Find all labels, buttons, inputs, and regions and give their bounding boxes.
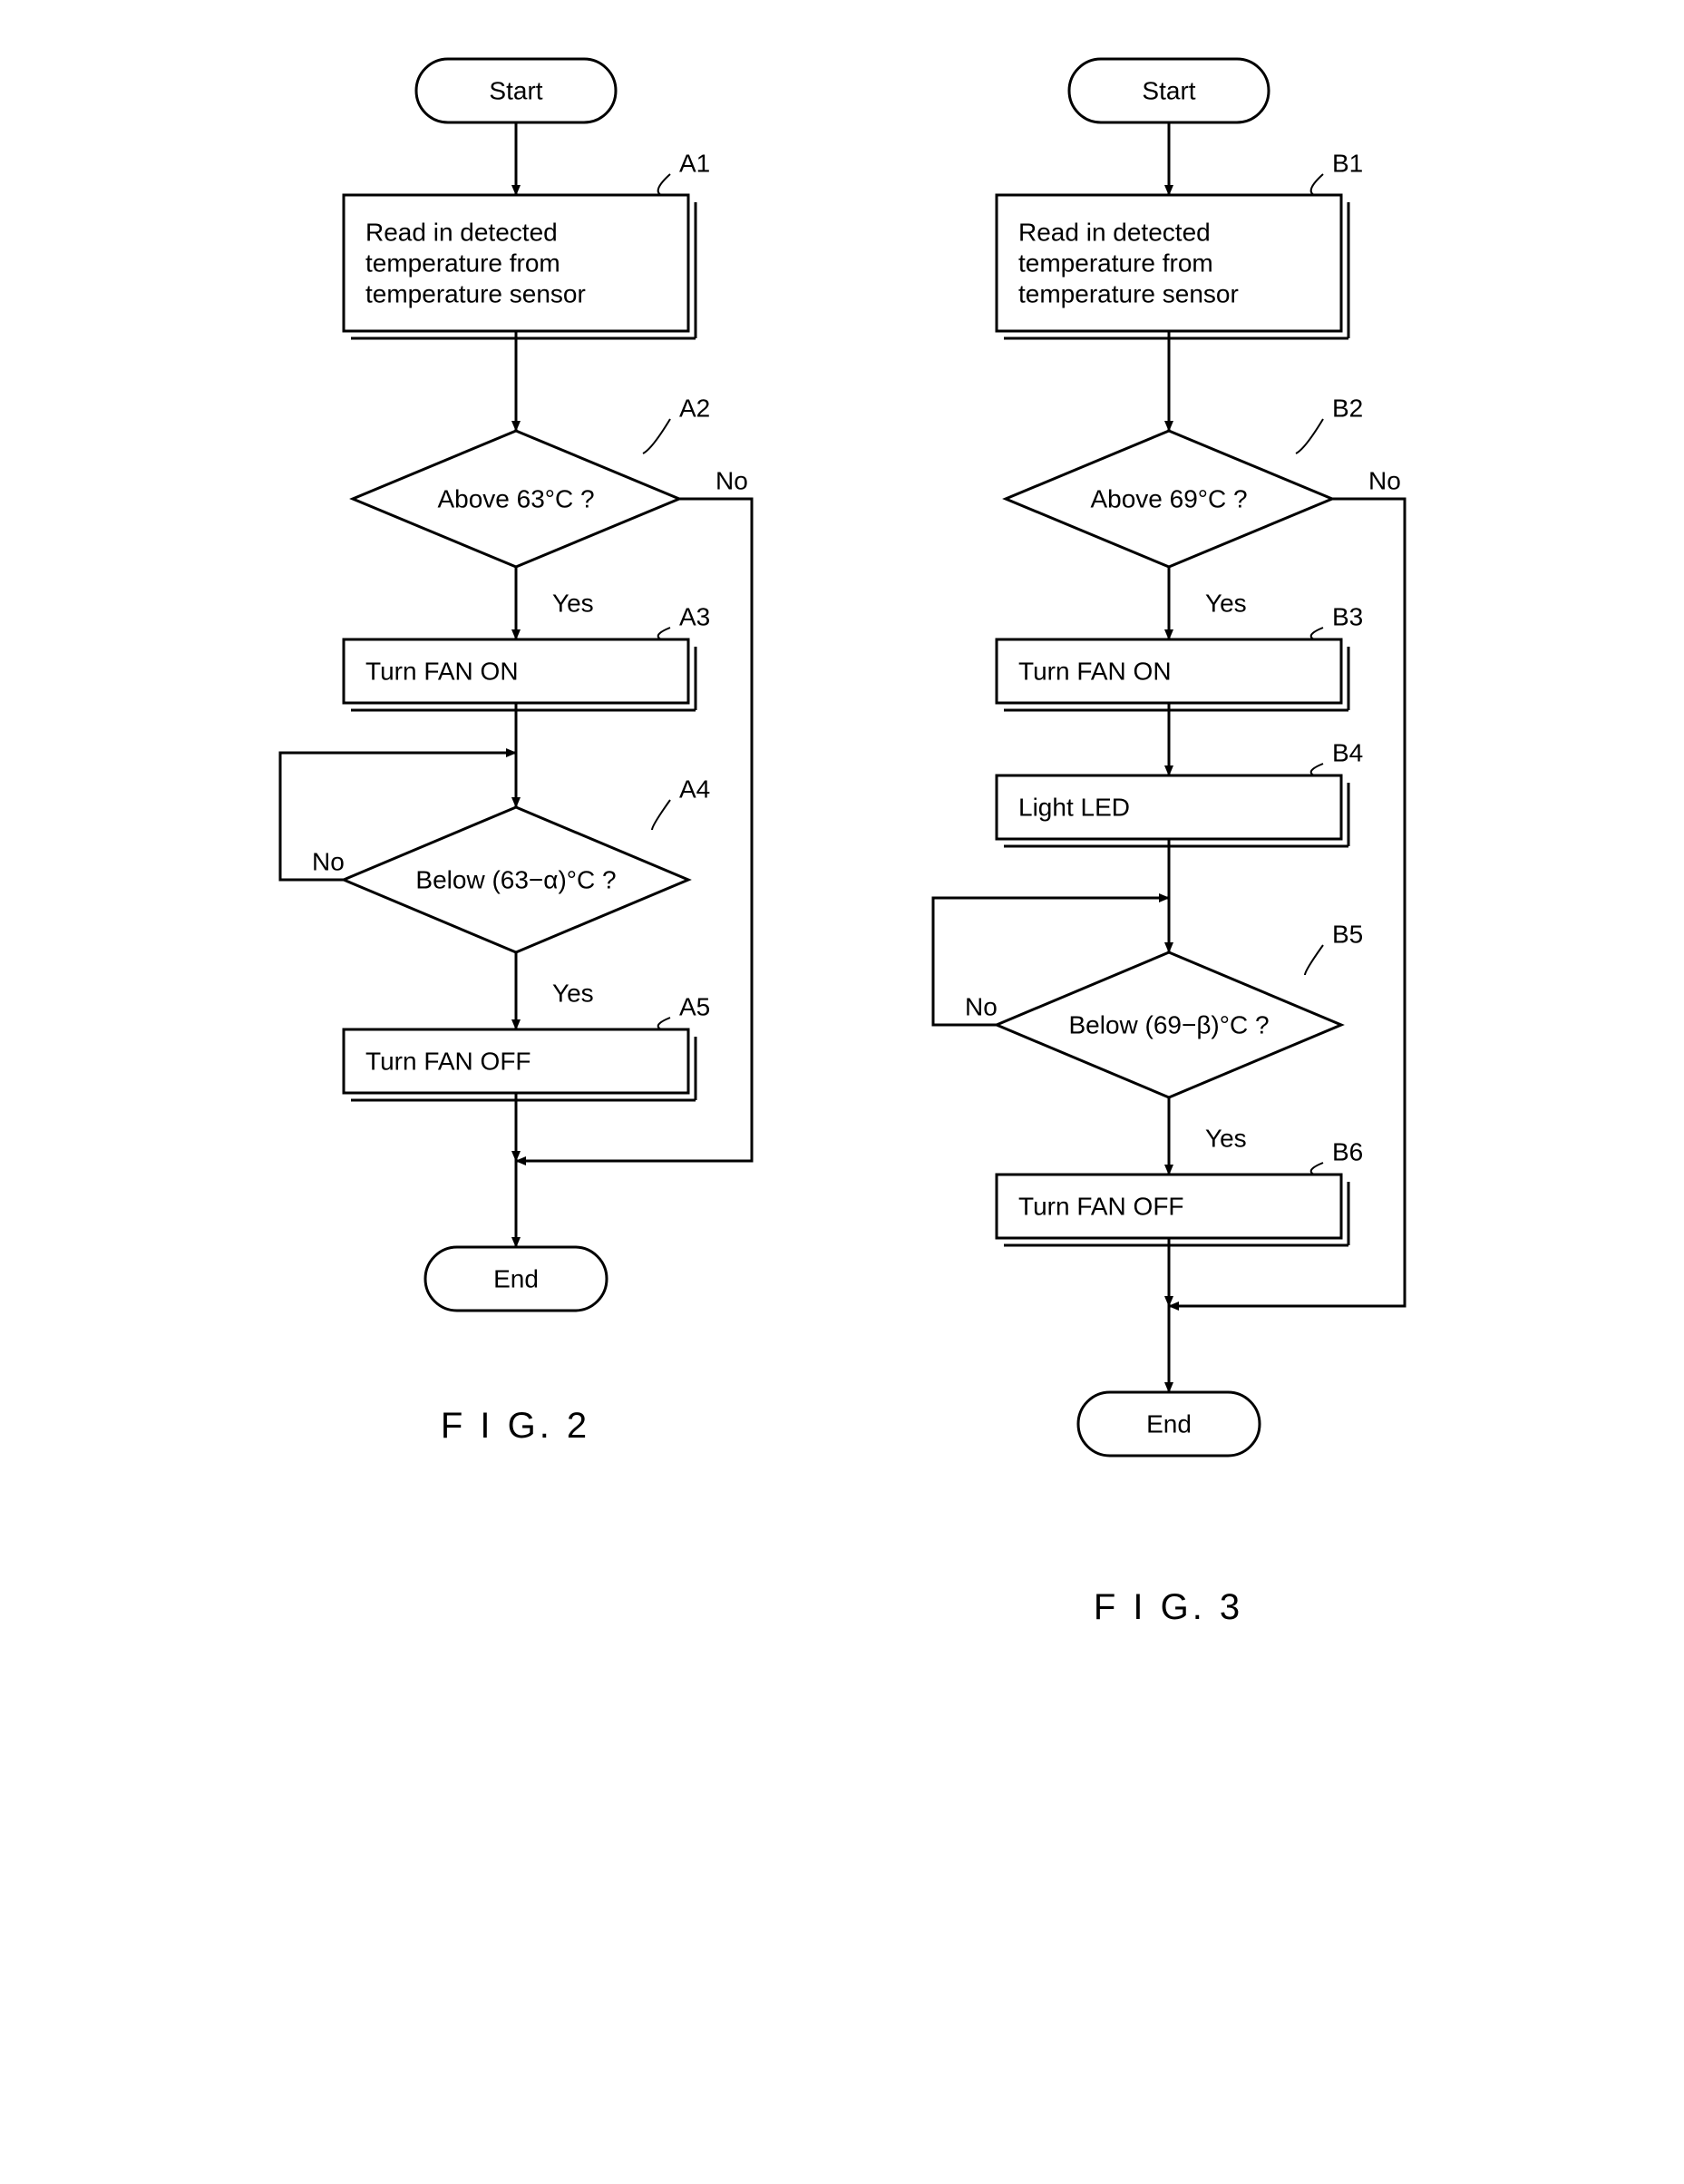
flowchart-fig3: YesYesNoNoStartRead in detectedtemperatu…	[888, 36, 1450, 1628]
svg-text:temperature sensor: temperature sensor	[365, 280, 586, 308]
caption-fig3: F I G. 3	[888, 1587, 1450, 1628]
svg-text:Above 69°C ?: Above 69°C ?	[1090, 485, 1247, 513]
svg-text:A2: A2	[679, 395, 710, 423]
svg-fig2: YesYesNoNoStartRead in detectedtemperatu…	[235, 36, 797, 1379]
svg-text:B1: B1	[1332, 150, 1363, 178]
svg-text:Read in detected: Read in detected	[1018, 219, 1211, 247]
svg-text:Yes: Yes	[552, 590, 594, 618]
svg-text:End: End	[1146, 1410, 1192, 1438]
svg-text:Below (63−α)°C ?: Below (63−α)°C ?	[415, 866, 616, 894]
svg-text:A1: A1	[679, 150, 710, 178]
svg-text:No: No	[965, 993, 998, 1021]
svg-text:B2: B2	[1332, 395, 1363, 423]
svg-text:B5: B5	[1332, 921, 1363, 949]
svg-text:B4: B4	[1332, 739, 1363, 767]
svg-text:Start: Start	[1142, 77, 1195, 105]
svg-text:Start: Start	[489, 77, 542, 105]
svg-text:Turn FAN OFF: Turn FAN OFF	[365, 1048, 531, 1076]
svg-text:Below (69−β)°C ?: Below (69−β)°C ?	[1068, 1011, 1269, 1039]
svg-text:A3: A3	[679, 603, 710, 631]
page-container: YesYesNoNoStartRead in detectedtemperatu…	[36, 36, 1648, 1628]
svg-text:Light LED: Light LED	[1018, 794, 1130, 822]
svg-fig3: YesYesNoNoStartRead in detectedtemperatu…	[888, 36, 1450, 1560]
svg-text:B3: B3	[1332, 603, 1363, 631]
svg-text:A5: A5	[679, 993, 710, 1021]
svg-text:B6: B6	[1332, 1138, 1363, 1166]
flowchart-fig2: YesYesNoNoStartRead in detectedtemperatu…	[235, 36, 797, 1447]
svg-text:A4: A4	[679, 775, 710, 804]
svg-text:Turn FAN ON: Turn FAN ON	[365, 658, 519, 686]
svg-text:No: No	[312, 848, 345, 876]
svg-text:temperature from: temperature from	[365, 249, 560, 278]
svg-text:Yes: Yes	[1205, 590, 1247, 618]
svg-text:No: No	[1368, 467, 1401, 495]
svg-text:Above 63°C ?: Above 63°C ?	[437, 485, 594, 513]
svg-text:Turn FAN ON: Turn FAN ON	[1018, 658, 1172, 686]
svg-text:temperature sensor: temperature sensor	[1018, 280, 1239, 308]
svg-text:End: End	[493, 1265, 539, 1293]
svg-text:Turn FAN OFF: Turn FAN OFF	[1018, 1193, 1184, 1221]
caption-fig2: F I G. 2	[235, 1406, 797, 1447]
svg-text:No: No	[715, 467, 748, 495]
svg-text:temperature from: temperature from	[1018, 249, 1213, 278]
svg-text:Yes: Yes	[1205, 1125, 1247, 1153]
svg-text:Read in detected: Read in detected	[365, 219, 558, 247]
svg-text:Yes: Yes	[552, 980, 594, 1008]
